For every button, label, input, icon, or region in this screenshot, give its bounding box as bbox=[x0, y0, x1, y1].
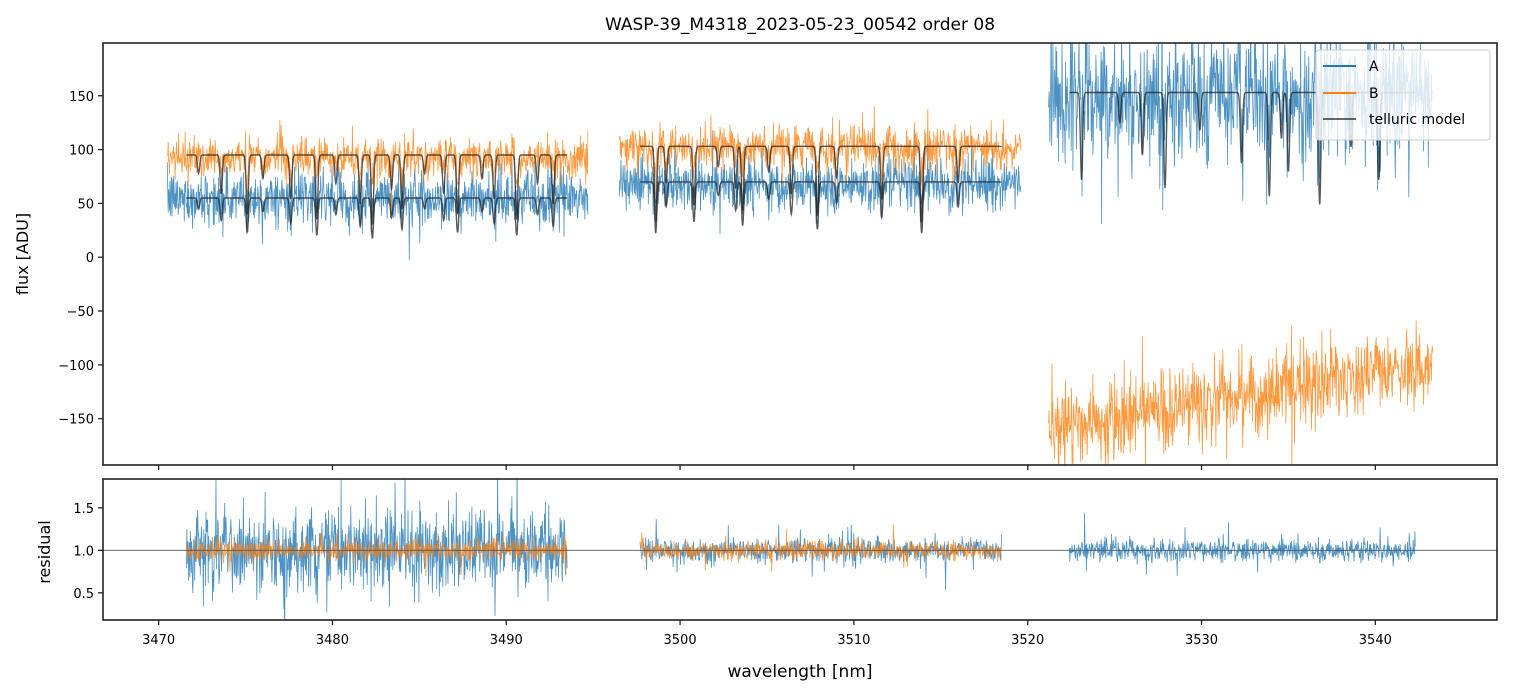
x-tick-label: 3520 bbox=[1011, 633, 1044, 648]
flux-y-tick-label: 0 bbox=[86, 251, 94, 266]
flux-y-tick-label: 150 bbox=[69, 90, 94, 105]
flux-y-axis-label: flux [ADU] bbox=[13, 213, 32, 295]
legend-entry-b: B bbox=[1323, 86, 1379, 102]
legend-frame bbox=[1315, 49, 1491, 141]
residual-x-axis: 3470 3480 3490 3500 3510 3520 3530 3540 bbox=[142, 620, 1392, 648]
chart-title: WASP-39_M4318_2023-05-23_00542 order 08 bbox=[605, 15, 995, 35]
x-tick-label: 3480 bbox=[316, 633, 349, 648]
legend-label-a: A bbox=[1369, 59, 1379, 75]
x-tick-label: 3470 bbox=[142, 633, 175, 648]
flux-series-telluric-model-b--segment-1 bbox=[186, 154, 568, 225]
x-tick-label: 3530 bbox=[1185, 633, 1218, 648]
residual-series-b-segment-2 bbox=[639, 524, 1002, 572]
residual-y-tick-label: 0.5 bbox=[73, 587, 94, 602]
legend-label-b: B bbox=[1369, 86, 1379, 102]
flux-y-tick-label: −100 bbox=[58, 359, 94, 374]
x-tick-label: 3540 bbox=[1359, 633, 1392, 648]
residual-y-tick-label: 1.0 bbox=[73, 544, 94, 559]
x-tick-label: 3500 bbox=[664, 633, 697, 648]
residual-axes-frame bbox=[102, 478, 1498, 621]
flux-series-b-segment-3 bbox=[1048, 320, 1434, 465]
x-axis-label: wavelength [nm] bbox=[727, 662, 872, 682]
flux-y-tick-label: −150 bbox=[58, 413, 94, 428]
residual-series-a-segment-3 bbox=[1069, 512, 1416, 577]
residual-y-tick-label: 1.5 bbox=[73, 502, 94, 517]
flux-plot-area bbox=[166, 43, 1434, 465]
residual-series-a-segment-1 bbox=[186, 479, 568, 620]
residual-y-axis-label: residual bbox=[35, 520, 54, 583]
flux-series-telluric-model-a--segment-1 bbox=[186, 197, 568, 239]
flux-panel: −150 −100 −50 0 50 100 150 flux [ADU] A B tell… bbox=[13, 42, 1498, 470]
residual-y-axis: 0.5 1.0 1.5 bbox=[73, 502, 103, 602]
legend-label-telluric: telluric model bbox=[1369, 112, 1465, 128]
legend: A B telluric model bbox=[1315, 49, 1491, 141]
flux-axes-frame bbox=[102, 42, 1498, 466]
flux-y-tick-label: 50 bbox=[77, 197, 94, 212]
x-tick-label: 3510 bbox=[837, 633, 870, 648]
residual-series-b-segment-1 bbox=[186, 533, 568, 577]
flux-y-tick-label: 100 bbox=[69, 144, 94, 159]
x-tick-label: 3490 bbox=[490, 633, 523, 648]
residual-panel: 0.5 1.0 1.5 3470 3480 3490 3500 3510 3520 3530 35… bbox=[35, 478, 1498, 682]
flux-y-tick-label: −50 bbox=[67, 305, 94, 320]
flux-series-telluric-model-a--segment-2 bbox=[640, 181, 1002, 234]
legend-entry-a: A bbox=[1323, 59, 1379, 75]
flux-series-telluric-model-b--segment-2 bbox=[640, 145, 1002, 222]
legend-entry-telluric: telluric model bbox=[1323, 112, 1465, 128]
flux-y-axis: −150 −100 −50 0 50 100 150 bbox=[58, 90, 103, 428]
residual-plot-area bbox=[103, 479, 1497, 620]
flux-x-axis bbox=[157, 465, 1376, 470]
